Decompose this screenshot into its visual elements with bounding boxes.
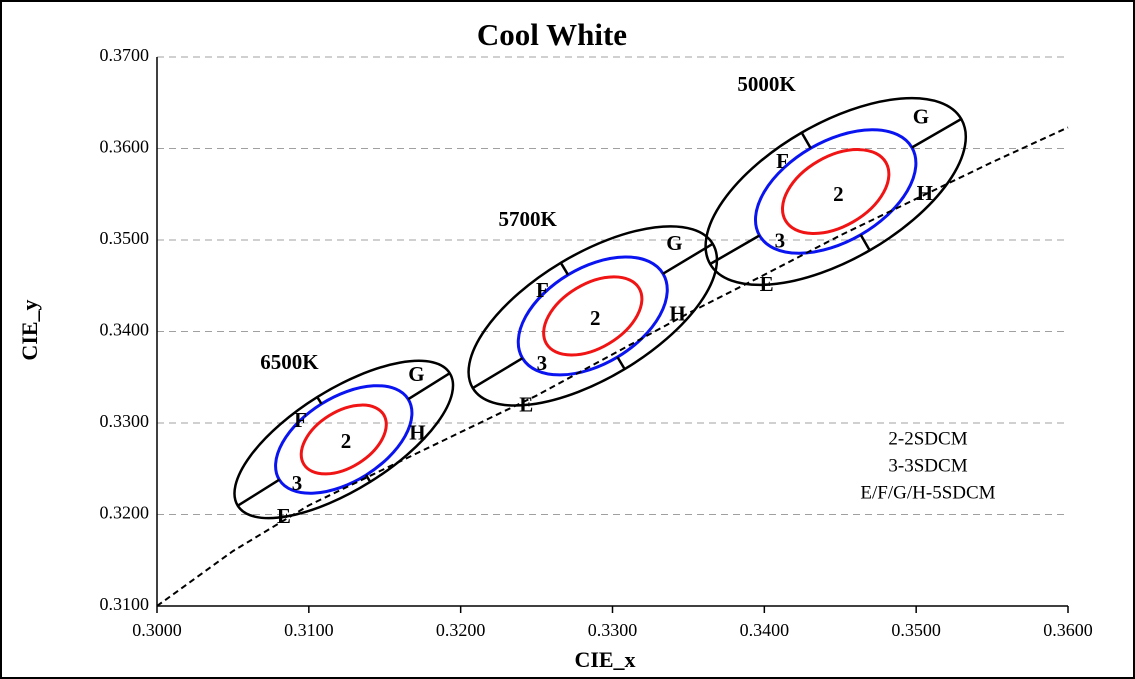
zone-label: F	[776, 149, 789, 173]
zone-divider	[559, 262, 570, 276]
step-label: 3	[537, 351, 548, 375]
step-label: 3	[292, 471, 303, 495]
zone-label: G	[666, 231, 682, 255]
zone-label: H	[409, 421, 425, 445]
y-tick-label: 0.3600	[100, 137, 150, 157]
zone-divider	[911, 117, 962, 149]
y-tick-label: 0.3200	[100, 503, 150, 523]
cct-label: 5700K	[499, 207, 558, 231]
zone-label: E	[277, 504, 291, 528]
zone-label: F	[536, 278, 549, 302]
y-tick-label: 0.3700	[100, 45, 150, 65]
step-label: 2	[833, 182, 844, 206]
planckian-locus	[156, 126, 1069, 607]
zone-divider	[859, 234, 871, 252]
step-label: 3	[775, 229, 786, 253]
cct-label: 5000K	[737, 72, 796, 96]
zone-divider	[616, 356, 626, 370]
x-tick-label: 0.3400	[740, 620, 790, 640]
zone-divider	[800, 131, 812, 149]
zone-label: G	[408, 362, 424, 386]
legend-note: 2-2SDCM	[888, 428, 967, 449]
zone-divider	[316, 396, 323, 405]
zone-divider	[237, 478, 280, 507]
y-tick-label: 0.3300	[100, 411, 150, 431]
y-tick-label: 0.3100	[100, 594, 150, 614]
zone-label: G	[913, 105, 929, 129]
zone-label: F	[294, 408, 307, 432]
step2-ellipse	[781, 148, 891, 235]
step-label: 2	[341, 429, 352, 453]
step2-ellipse	[299, 403, 388, 476]
y-axis-label: CIE_y	[17, 299, 42, 360]
x-tick-label: 0.3100	[284, 620, 334, 640]
zone-divider	[472, 357, 524, 390]
chart-title: Cool White	[477, 17, 627, 52]
step-label: 2	[590, 306, 601, 330]
zone-label: E	[519, 392, 533, 416]
y-tick-label: 0.3500	[100, 228, 150, 248]
x-tick-label: 0.3600	[1043, 620, 1093, 640]
legend-note: E/F/G/H-5SDCM	[860, 482, 995, 503]
cct-label: 6500K	[260, 350, 319, 374]
legend-note: 3-3SDCM	[888, 455, 967, 476]
x-tick-label: 0.3300	[588, 620, 638, 640]
zone-label: E	[760, 272, 774, 296]
y-tick-label: 0.3400	[100, 320, 150, 340]
x-tick-label: 0.3000	[132, 620, 182, 640]
x-axis-label: CIE_x	[574, 647, 635, 672]
step2-ellipse	[542, 275, 644, 357]
x-tick-label: 0.3500	[891, 620, 941, 640]
x-tick-label: 0.3200	[436, 620, 486, 640]
zone-divider	[407, 372, 451, 401]
zone-label: H	[669, 301, 685, 325]
zone-divider	[364, 474, 372, 483]
zone-divider	[709, 234, 761, 266]
zone-label: H	[917, 181, 933, 205]
